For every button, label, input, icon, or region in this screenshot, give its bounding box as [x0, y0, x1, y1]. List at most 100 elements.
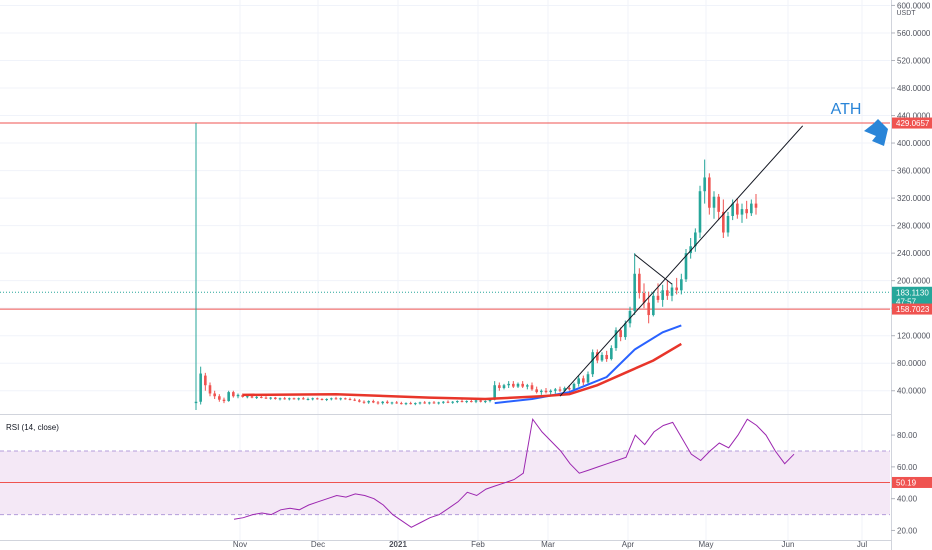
price-axis-tick-label: 480.0000 — [897, 84, 931, 93]
price-tag-label: 183.1130 — [896, 288, 929, 297]
candlestick-series — [194, 159, 758, 410]
candle — [344, 397, 347, 400]
rsi-axis-tick-label: 40.00 — [897, 495, 918, 504]
candle — [731, 199, 734, 221]
candle — [372, 399, 375, 404]
candle — [675, 277, 678, 295]
price-tag: 158.7023 — [892, 303, 932, 315]
candle — [316, 397, 319, 400]
price-grid — [0, 0, 890, 540]
candle — [451, 401, 454, 404]
price-axis-tick-label: 520.0000 — [897, 56, 931, 65]
candle — [320, 398, 324, 401]
price-axis-tick-label: 440.0000 — [897, 112, 931, 121]
price-axis-tick-label: 320.0000 — [897, 194, 931, 203]
price-horizontal-levels — [0, 122, 890, 410]
candle — [358, 398, 361, 403]
time-axis-tick-label: May — [698, 540, 713, 549]
candle — [726, 211, 730, 237]
trendline[interactable] — [634, 254, 673, 285]
candle — [740, 203, 744, 223]
rsi-pane — [0, 417, 890, 528]
price-axis-tick-label: 400.0000 — [897, 139, 931, 148]
candle — [227, 390, 230, 402]
candle — [274, 396, 277, 400]
price-axis-tick-label: 600.0000 — [897, 1, 931, 10]
candle — [306, 397, 310, 401]
candle — [381, 401, 384, 405]
candle — [652, 291, 655, 317]
time-axis-tick-label: Dec — [311, 540, 325, 549]
price-axis-tick-label: 240.0000 — [897, 249, 931, 258]
trendline[interactable] — [559, 125, 804, 397]
candle — [325, 398, 328, 402]
candle — [596, 349, 599, 364]
price-axis-tick-label: 280.0000 — [897, 222, 931, 231]
price-tag: 429.0657 — [892, 117, 932, 129]
candle — [470, 399, 473, 403]
price-axis-tick-label: 200.0000 — [897, 277, 931, 286]
candle — [423, 401, 426, 404]
quote-unit-label: USDT — [896, 10, 916, 17]
candle — [694, 228, 697, 252]
price-tag-label: 429.0657 — [896, 119, 930, 128]
candle — [582, 375, 585, 386]
candle — [446, 400, 450, 404]
candle — [283, 396, 286, 400]
candle — [232, 390, 235, 398]
candle — [437, 401, 440, 405]
candle — [474, 399, 478, 404]
candle — [311, 397, 314, 401]
candle — [642, 283, 646, 309]
candle — [750, 199, 753, 216]
candle — [428, 401, 431, 405]
candle — [255, 395, 258, 399]
candle — [670, 283, 674, 302]
candle — [549, 389, 552, 395]
candle — [558, 386, 562, 393]
candle — [204, 372, 207, 391]
rsi-title: RSI (14, close) — [6, 423, 59, 432]
candle — [194, 398, 198, 410]
candle — [614, 327, 618, 351]
rsi-level-tag-label: 50.19 — [896, 478, 917, 487]
candle — [418, 401, 422, 405]
candle — [213, 390, 216, 399]
candle — [264, 396, 268, 399]
candle — [754, 193, 758, 215]
candle — [236, 393, 240, 399]
moving-average-line — [494, 324, 682, 405]
price-axis-tick-label: 360.0000 — [897, 167, 931, 176]
candle — [292, 397, 296, 400]
candle — [493, 381, 496, 401]
candle — [395, 401, 398, 404]
price-axis-tick-label: 120.0000 — [897, 332, 931, 341]
time-axis[interactable]: Nov Dec 2021 Feb Mar Apr May Jun Jul — [0, 540, 891, 549]
candle — [591, 349, 594, 377]
candle — [348, 397, 352, 401]
price-axis[interactable]: 40.000080.0000120.0000160.0000200.000024… — [891, 0, 932, 550]
candle — [330, 397, 333, 401]
candle — [535, 386, 538, 394]
candle — [684, 249, 688, 283]
candle — [717, 193, 720, 221]
candle — [703, 159, 706, 204]
candle — [460, 399, 464, 403]
candle — [218, 394, 221, 402]
candle — [386, 400, 389, 404]
candle — [362, 400, 366, 404]
candle — [512, 381, 515, 388]
time-axis-tick-label: 2021 — [389, 540, 407, 549]
candle — [442, 401, 445, 404]
price-axis-tick-label: 80.0000 — [897, 359, 926, 368]
candle — [288, 397, 291, 401]
candle — [297, 397, 300, 401]
time-axis-tick-label: Apr — [622, 540, 635, 549]
candle — [633, 253, 636, 316]
rsi-axis-tick-label: 80.00 — [897, 431, 918, 440]
candle — [544, 387, 548, 394]
candle — [498, 382, 501, 391]
time-axis-tick-label: Mar — [541, 540, 555, 549]
candle — [680, 273, 683, 295]
